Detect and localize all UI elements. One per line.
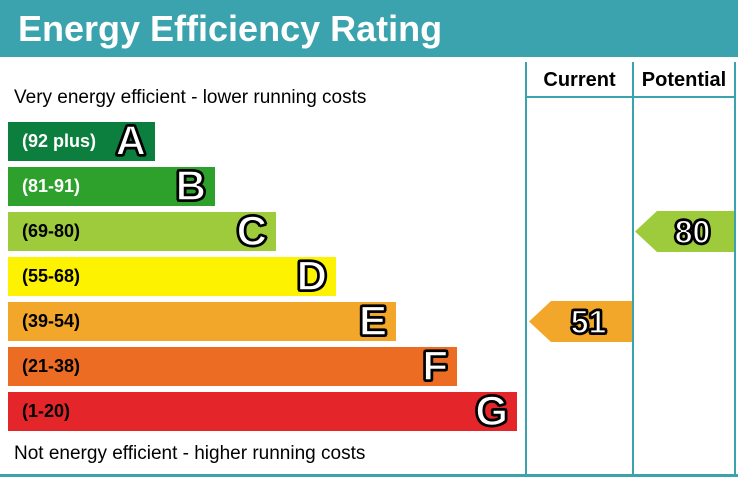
top-note: Very energy efficient - lower running co… (14, 87, 367, 108)
band-range-label: (1-20) (22, 401, 71, 421)
band-C: (69-80) C (8, 206, 276, 254)
header-underline (525, 96, 736, 98)
band-range-label: (55-68) (22, 266, 81, 286)
band-letter: A (115, 116, 147, 164)
band-letter: C (236, 206, 268, 254)
potential-rating-arrow: 80 (635, 211, 734, 252)
current-column-left-line (525, 62, 527, 475)
band-B: (81-91) B (8, 161, 215, 209)
band-A: (92 plus) A (8, 116, 155, 164)
current-column-header: Current (543, 68, 616, 91)
band-letter: D (296, 251, 328, 299)
band-G: (1-20) G (8, 386, 517, 434)
bottom-border-line (0, 474, 738, 477)
band-range-label: (21-38) (22, 356, 81, 376)
band-letter: B (175, 161, 207, 209)
current-rating-arrow: 51 (529, 301, 632, 342)
band-F: (21-38) F (8, 341, 457, 389)
band-range-label: (81-91) (22, 176, 81, 196)
band-range-label: (69-80) (22, 221, 81, 241)
band-letter: G (475, 386, 509, 434)
page-title: Energy Efficiency Rating (18, 7, 443, 49)
title-bar: Energy Efficiency Rating (0, 0, 738, 57)
bottom-note: Not energy efficient - higher running co… (14, 443, 366, 464)
potential-column-header: Potential (641, 68, 727, 91)
band-range-label: (92 plus) (22, 131, 97, 151)
potential-column-right-line (734, 62, 736, 475)
band-letter: F (422, 341, 449, 389)
column-divider-line (632, 62, 634, 475)
potential-rating-arrow-value: 80 (674, 213, 711, 250)
band-E: (39-54) E (8, 296, 396, 344)
current-rating-arrow-value: 51 (570, 303, 607, 340)
band-D: (55-68) D (8, 251, 336, 299)
band-range-label: (39-54) (22, 311, 81, 331)
band-letter: E (358, 296, 388, 344)
